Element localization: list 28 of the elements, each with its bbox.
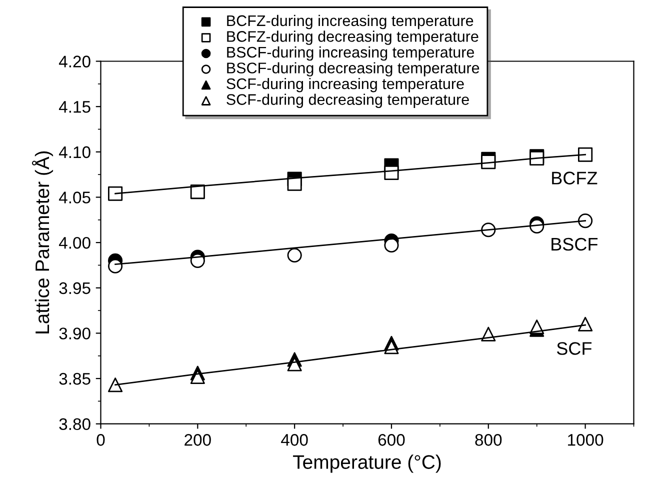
legend-label: SCF-during increasing temperature — [226, 78, 464, 92]
y-tick-label: 4.10 — [58, 146, 90, 158]
y-tick-label: 4.05 — [58, 192, 90, 204]
y-tick-label: 4.15 — [58, 101, 90, 113]
legend-label: SCF-during decreasing temperature — [226, 94, 469, 108]
legend-label: BSCF-during decreasing temperature — [227, 62, 480, 76]
point — [108, 258, 123, 274]
y-axis-title: Lattice Parameter (Å) — [32, 151, 54, 334]
x-tick-label: 400 — [281, 434, 308, 446]
y-tick-label: 3.95 — [59, 282, 90, 294]
x-tick-label: 600 — [378, 434, 405, 446]
x-axis-title: Temperature (°C) — [293, 454, 441, 473]
annotation: SCF — [556, 342, 592, 355]
x-tick-label: 0 — [96, 434, 105, 446]
annotation: BCFZ — [552, 172, 598, 184]
x-tick-label: 800 — [475, 434, 502, 446]
y-tick-label: 4.00 — [58, 236, 90, 249]
y-tick-label: 3.90 — [59, 328, 90, 340]
legend-label: BSCF-during increasing temperature — [227, 46, 474, 61]
point — [384, 238, 399, 253]
legend-label: BCFZ-during increasing temperature — [227, 14, 474, 30]
x-tick-label: 1000 — [568, 434, 604, 446]
y-tick-label: 3.80 — [59, 418, 90, 430]
x-tick-label: 200 — [184, 434, 211, 446]
annotation: BSCF — [552, 238, 598, 251]
y-tick-label: 4.20 — [58, 56, 90, 68]
y-tick-label: 3.85 — [59, 372, 90, 385]
legend-label: BCFZ-during decreasing temperature — [227, 30, 478, 45]
